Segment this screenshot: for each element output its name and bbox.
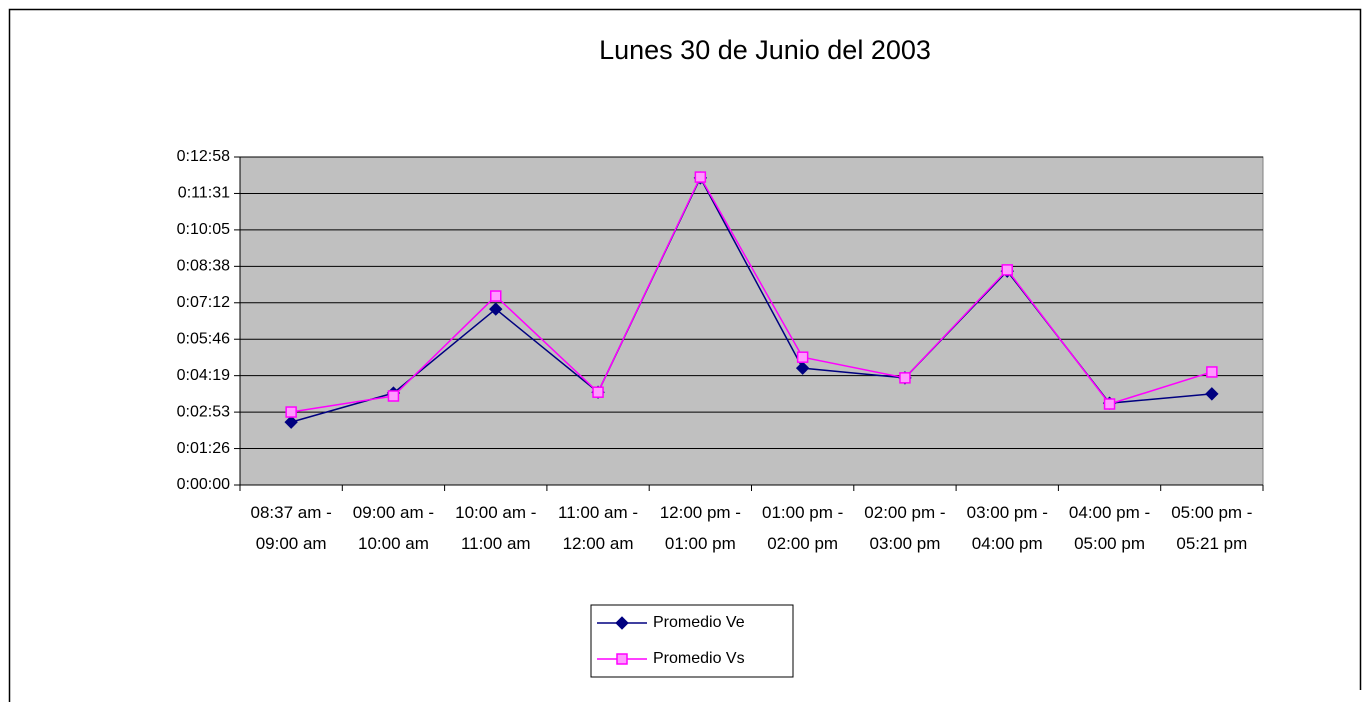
marker (1205, 387, 1219, 401)
marker (1206, 366, 1218, 378)
y-tick-label: 0:10:05 (177, 221, 230, 238)
legend-label: Promedio Vs (653, 650, 745, 667)
chart-title: Lunes 30 de Junio del 2003 (599, 35, 931, 65)
x-tick-label: 12:00 pm - 01:00 pm (659, 503, 741, 553)
y-tick-label: 0:01:26 (177, 440, 230, 457)
marker (616, 653, 628, 665)
x-tick-label: 05:00 pm - 05:21 pm (1171, 503, 1253, 553)
marker (1103, 398, 1116, 410)
x-tick-label: 01:00 pm - 02:00 pm (762, 503, 844, 553)
y-tick-label: 0:07:12 (177, 294, 230, 311)
y-tick-label: 0:12:58 (177, 148, 230, 165)
y-tick-label: 0:11:31 (178, 185, 230, 202)
x-tick-label: 11:00 am - 12:00 am (558, 503, 639, 553)
marker (795, 361, 810, 375)
y-tick-label: 0:04:19 (177, 367, 230, 384)
marker (387, 390, 400, 402)
y-tick-label: 0:02:53 (177, 403, 230, 420)
legend-box (590, 604, 794, 678)
x-tick-label: 09:00 am - 10:00 am (352, 503, 435, 553)
marker (592, 386, 604, 398)
x-tick-label: 03:00 pm - 04:00 pm (966, 503, 1048, 553)
y-tick-label: 0:05:46 (177, 330, 230, 347)
marker (284, 415, 298, 429)
marker (490, 290, 502, 302)
plot-area (239, 156, 1264, 486)
marker (796, 351, 809, 363)
x-tick-label: 10:00 am - 11:00 am (455, 503, 537, 553)
marker (489, 302, 503, 316)
x-tick-label: 04:00 pm - 05:00 pm (1068, 503, 1151, 553)
y-tick-label: 0:08:38 (177, 258, 230, 275)
marker (899, 372, 911, 384)
marker (694, 171, 707, 183)
x-tick-label: 02:00 pm - 03:00 pm (864, 503, 946, 553)
y-tick-label: 0:00:00 (177, 476, 230, 493)
marker (615, 616, 629, 630)
marker (285, 406, 297, 418)
chart-border (8, 8, 1362, 702)
x-tick-label: 08:37 am - 09:00 am (250, 503, 332, 553)
series-line (291, 175, 1213, 413)
legend-label: Promedio Ve (653, 614, 745, 631)
marker (1001, 264, 1013, 276)
